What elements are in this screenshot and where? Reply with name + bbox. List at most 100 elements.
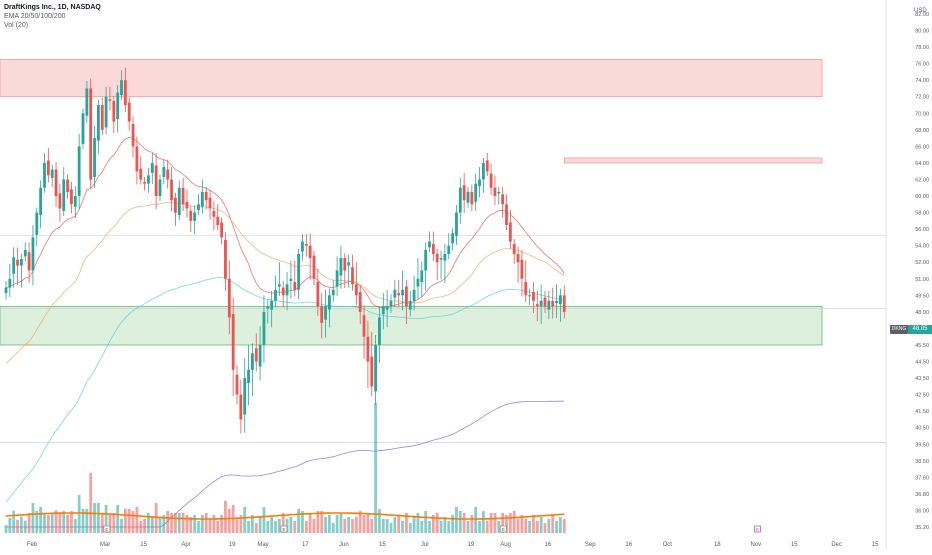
candle-body[interactable]	[393, 289, 397, 298]
candle-body[interactable]	[23, 249, 27, 257]
candle-body[interactable]	[285, 284, 289, 296]
candle-body[interactable]	[482, 162, 485, 180]
volume-bar[interactable]	[462, 513, 466, 533]
volume-bar[interactable]	[347, 517, 351, 533]
volume-bar[interactable]	[216, 521, 220, 533]
candle-body[interactable]	[181, 187, 185, 205]
volume-bar[interactable]	[93, 503, 96, 533]
candle-body[interactable]	[197, 204, 200, 211]
candle-body[interactable]	[127, 102, 131, 122]
volume-bar[interactable]	[312, 519, 316, 533]
volume-bar[interactable]	[139, 521, 143, 533]
volume-bar[interactable]	[335, 515, 339, 533]
candle-body[interactable]	[339, 258, 343, 276]
volume-bar[interactable]	[331, 523, 335, 533]
candle-body[interactable]	[62, 179, 66, 211]
candle-body[interactable]	[293, 282, 297, 290]
candle-body[interactable]	[474, 183, 478, 202]
volume-bar[interactable]	[547, 519, 551, 533]
volume-bar[interactable]	[158, 517, 162, 533]
candle-body[interactable]	[31, 237, 35, 271]
volume-bar[interactable]	[443, 517, 447, 533]
volume-bar[interactable]	[505, 515, 508, 533]
volume-bar[interactable]	[23, 520, 27, 533]
candle-body[interactable]	[143, 181, 146, 184]
volume-bar[interactable]	[100, 513, 104, 533]
candle-body[interactable]	[212, 210, 216, 217]
ema-indicator-label[interactable]: EMA 20/50/100/200	[4, 13, 66, 20]
volume-bar[interactable]	[374, 403, 377, 533]
volume-bar[interactable]	[485, 521, 489, 533]
volume-bar[interactable]	[358, 511, 362, 533]
candle-body[interactable]	[193, 212, 197, 221]
volume-bar[interactable]	[39, 507, 43, 533]
candle-body[interactable]	[93, 138, 96, 178]
candle-body[interactable]	[304, 244, 308, 246]
volume-bar[interactable]	[162, 515, 166, 533]
volume-bar[interactable]	[478, 521, 481, 533]
candle-body[interactable]	[466, 191, 470, 203]
candle-body[interactable]	[397, 293, 401, 296]
volume-bar[interactable]	[470, 515, 474, 533]
candle-body[interactable]	[266, 306, 270, 309]
candle-body[interactable]	[77, 146, 81, 197]
candle-body[interactable]	[70, 189, 73, 205]
volume-bar[interactable]	[154, 503, 158, 533]
candle-body[interactable]	[501, 194, 505, 205]
candle-body[interactable]	[174, 197, 177, 213]
volume-bar[interactable]	[58, 513, 62, 533]
candle-body[interactable]	[524, 282, 528, 296]
candle-body[interactable]	[239, 394, 243, 420]
candle-body[interactable]	[378, 317, 381, 345]
volume-bar[interactable]	[455, 507, 458, 533]
volume-bar[interactable]	[104, 505, 108, 533]
candle-body[interactable]	[508, 222, 512, 242]
candle-body[interactable]	[35, 212, 39, 235]
candle-body[interactable]	[478, 179, 481, 187]
candle-body[interactable]	[100, 105, 104, 130]
volume-bar[interactable]	[289, 517, 293, 533]
volume-bar[interactable]	[70, 511, 73, 533]
support-zone[interactable]	[0, 305, 823, 346]
volume-bar[interactable]	[177, 513, 181, 533]
candle-body[interactable]	[347, 262, 351, 266]
candle-body[interactable]	[189, 210, 193, 221]
volume-bar[interactable]	[262, 507, 266, 533]
candle-body[interactable]	[254, 348, 258, 362]
candle-body[interactable]	[112, 100, 116, 122]
volume-bar[interactable]	[328, 515, 331, 533]
candle-body[interactable]	[458, 187, 462, 213]
candle-body[interactable]	[351, 267, 354, 285]
volume-bar[interactable]	[381, 519, 385, 533]
candle-body[interactable]	[308, 245, 312, 259]
volume-bar[interactable]	[497, 521, 501, 533]
volume-indicator-label[interactable]: Vol (20)	[4, 22, 29, 29]
volume-bar[interactable]	[170, 513, 173, 533]
volume-bar[interactable]	[181, 513, 185, 533]
volume-bar[interactable]	[89, 473, 93, 533]
volume-bar[interactable]	[174, 513, 177, 533]
resistance-zone[interactable]	[563, 157, 823, 164]
volume-bar[interactable]	[46, 515, 50, 533]
volume-bar[interactable]	[474, 507, 478, 533]
volume-bar[interactable]	[224, 501, 227, 533]
volume-bar[interactable]	[208, 519, 212, 533]
volume-bar[interactable]	[416, 513, 420, 533]
volume-bar[interactable]	[412, 517, 416, 533]
volume-bar[interactable]	[439, 521, 443, 533]
candle-body[interactable]	[416, 278, 420, 287]
volume-bar[interactable]	[532, 515, 535, 533]
candle-body[interactable]	[405, 286, 408, 307]
volume-bar[interactable]	[351, 519, 354, 533]
volume-bar[interactable]	[524, 519, 528, 533]
volume-bar[interactable]	[370, 519, 374, 533]
candle-body[interactable]	[251, 353, 254, 370]
candle-body[interactable]	[547, 300, 551, 310]
volume-bar[interactable]	[20, 516, 23, 533]
candle-body[interactable]	[562, 295, 566, 312]
candle-body[interactable]	[312, 255, 316, 279]
candle-body[interactable]	[97, 105, 100, 141]
volume-bar[interactable]	[85, 509, 89, 533]
candle-body[interactable]	[516, 253, 520, 263]
